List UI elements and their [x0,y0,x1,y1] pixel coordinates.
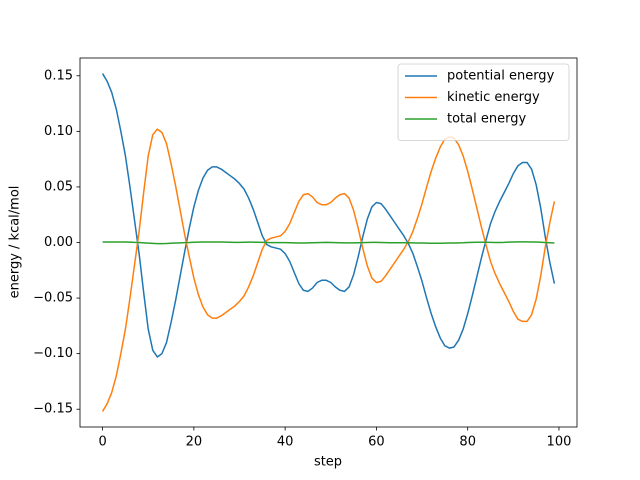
y-tick-label: 0.15 [44,68,73,83]
x-tick-label: 20 [186,435,203,450]
plot-frame [79,57,578,428]
legend-box [397,63,570,141]
series-line [101,128,556,412]
x-axis-label: step [314,455,342,470]
y-tick-label: −0.10 [33,346,73,361]
x-tick-label: 100 [547,435,572,450]
y-tick-label: −0.15 [33,402,73,417]
x-tick-label: 0 [98,435,106,450]
y-tick-label: 0.10 [44,124,73,139]
legend-label: potential energy [447,69,555,84]
series-line [101,73,556,358]
series-line [102,241,555,245]
x-tick-label: 80 [459,435,476,450]
x-tick-label: 60 [368,435,385,450]
y-tick-label: 0.05 [44,179,73,194]
y-tick-label: 0.00 [44,235,73,250]
legend-label: total energy [447,112,526,127]
x-tick-label: 40 [277,435,294,450]
legend-label: kinetic energy [447,90,540,105]
y-axis-label: energy / kcal/mol [8,186,23,299]
y-tick-label: −0.05 [33,291,73,306]
